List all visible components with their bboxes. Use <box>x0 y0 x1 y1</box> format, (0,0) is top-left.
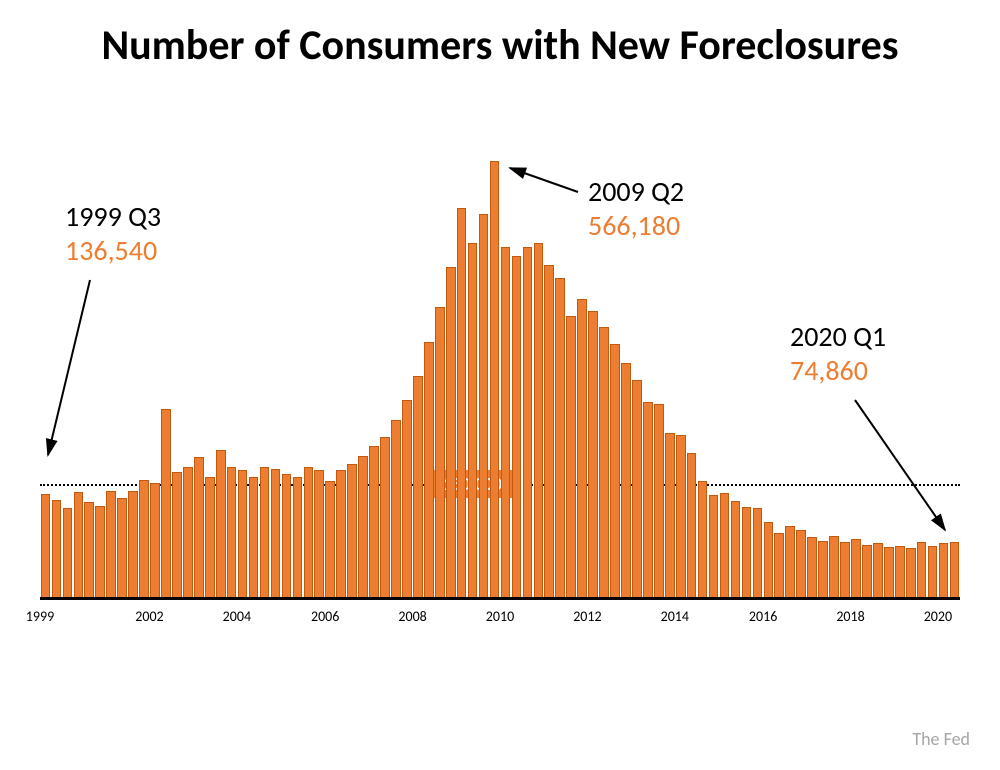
callout-arrow <box>0 20 1000 770</box>
